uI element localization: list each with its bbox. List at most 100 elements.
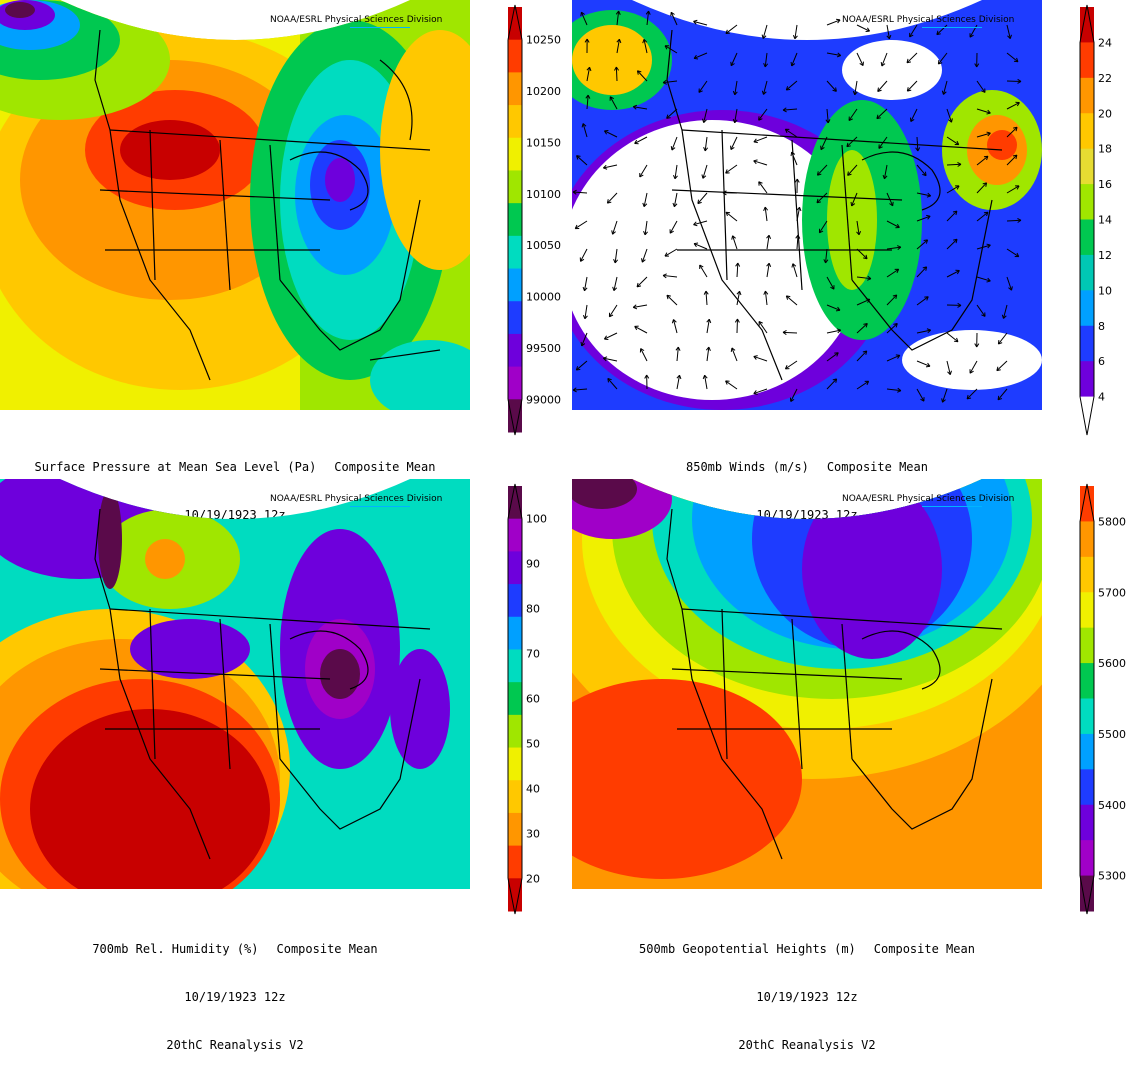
colorbar-tick-label: 99000 [526,393,561,406]
colorbar-swatch [1080,113,1094,149]
surface-pressure-map [0,0,470,410]
colorbar-tick-label: 10050 [526,239,561,252]
colorbar-swatch [508,236,522,269]
caption-title: 850mb Winds (m/s) [686,460,809,474]
caption-heights: 500mb Geopotential Heights (m) Composite … [572,909,1042,1085]
colorbar-swatch [1080,255,1094,291]
colorbar-tick-label: 5600 [1098,657,1126,670]
colorbar-tick-label: 20 [1098,107,1112,120]
colorbar-swatch [508,584,522,617]
colorbar-swatch [508,486,522,519]
caption-title: Surface Pressure at Mean Sea Level (Pa) [35,460,317,474]
colorbar-swatch [1080,149,1094,185]
caption-stat: Composite Mean [874,942,975,956]
colorbar-tick-label: 10000 [526,291,561,304]
colorbar-tick-label: 50 [526,737,540,750]
credit-underline [922,506,982,507]
colorbar-swatch [1080,840,1094,876]
colorbar-tick-label: 10200 [526,85,561,98]
colorbar-tick-label: 10250 [526,34,561,47]
colorbar-swatch [508,551,522,584]
colorbar-tick-label: 5500 [1098,728,1126,741]
colorbar-tick-label: 70 [526,648,540,661]
colorbar-swatch [1080,769,1094,805]
colorbar-swatch [1080,734,1094,770]
colorbar-tick-label: 5800 [1098,515,1126,528]
wind-vector [783,332,797,333]
panel-500mb-heights: NOAA/ESRL Physical Sciences Division 530… [565,479,1130,958]
credit-underline [350,506,410,507]
colorbar-swatch [508,367,522,400]
colorbar-swatch [508,269,522,302]
colorbar-slp: 99000 99500 10000 10050 10100 10150 10200 10250 [505,2,565,442]
colorbar-tick-label: 8 [1098,320,1105,333]
colorbar-swatch [508,138,522,171]
humidity-map [0,479,470,889]
credit-underline [350,27,410,28]
colorbar-swatch [1080,628,1094,664]
credit-label: NOAA/ESRL Physical Sciences Division [842,494,1014,504]
colorbar-swatch [508,715,522,748]
caption-title: 500mb Geopotential Heights (m) [639,942,856,956]
colorbar-swatch [508,301,522,334]
colorbar-swatch [508,878,522,911]
colorbar-swatch [508,846,522,879]
colorbar-tick-label: 5700 [1098,586,1126,599]
colorbar-swatch [508,682,522,715]
colorbar-swatch [508,649,522,682]
heights-map [572,479,1042,889]
credit-label: NOAA/ESRL Physical Sciences Division [270,15,442,25]
credit-label: NOAA/ESRL Physical Sciences Division [270,494,442,504]
colorbar-swatch [508,780,522,813]
colorbar-tick-label: 18 [1098,143,1112,156]
colorbar-tick-label: 10 [1098,284,1112,297]
colorbar-swatch [1080,521,1094,557]
wind-map [572,0,1042,410]
colorbar-swatch [1080,78,1094,114]
colorbar-swatch [508,519,522,552]
colorbar-swatch [1080,220,1094,256]
caption-stat: Composite Mean [277,942,378,956]
colorbar-tick-label: 10150 [526,136,561,149]
caption-stat: Composite Mean [827,460,928,474]
colorbar-tick-label: 99500 [526,342,561,355]
colorbar-tick-label: 5400 [1098,799,1126,812]
colorbar-tick-label: 90 [526,558,540,571]
colorbar-tick-label: 22 [1098,72,1112,85]
colorbar-swatch [508,748,522,781]
colorbar-swatch [1080,699,1094,735]
colorbar-swatch [508,170,522,203]
colorbar-swatch [1080,876,1094,912]
colorbar-swatch [1080,557,1094,593]
colorbar-tick-label: 24 [1098,36,1112,49]
colorbar-swatch [1080,42,1094,78]
wind-vector [726,25,737,34]
caption-date: 10/19/1923 12z [0,989,470,1005]
colorbar-tick-label: 20 [526,872,540,885]
colorbar-swatch [1080,397,1094,433]
colorbar-swatch [1080,326,1094,362]
colorbar-swatch [508,105,522,138]
colorbar-tick-label: 80 [526,603,540,616]
colorbar-tick-label: 14 [1098,214,1112,227]
colorbar-swatch [508,72,522,105]
colorbar-tick-label: 4 [1098,391,1105,404]
caption-rh: 700mb Rel. Humidity (%) Composite Mean 10… [0,909,470,1085]
colorbar-swatch [1080,7,1094,43]
colorbar-tick-label: 10100 [526,188,561,201]
caption-title: 700mb Rel. Humidity (%) [92,942,258,956]
colorbar-swatch [1080,592,1094,628]
caption-stat: Composite Mean [334,460,435,474]
colorbar-swatch [508,40,522,73]
colorbar-tick-label: 12 [1098,249,1112,262]
colorbar-swatch [508,399,522,432]
colorbar-swatch [508,617,522,650]
colorbar-tick-label: 60 [526,693,540,706]
colorbar-swatch [508,7,522,40]
colorbar-swatch [1080,184,1094,220]
